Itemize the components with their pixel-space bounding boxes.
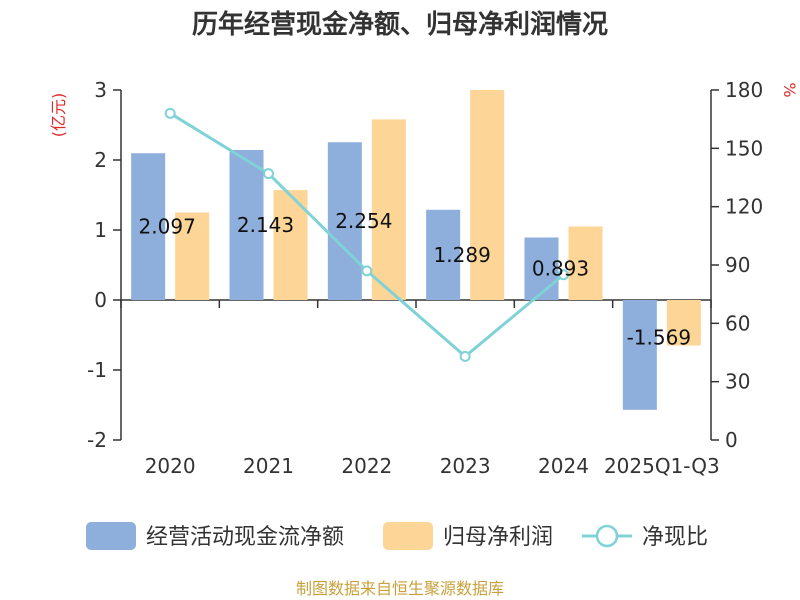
ratio-point — [558, 269, 569, 281]
ratio-point — [361, 265, 373, 277]
legend-label-net-profit: 归母净利润 — [443, 525, 553, 550]
data-labels: 2.097 2.143 2.254 1.289 0.893 -1.569 — [139, 209, 692, 349]
legend-label-ratio: 净现比 — [642, 525, 708, 550]
right-axis-tick-label: 0 — [725, 428, 738, 452]
x-axis-category-label: 2025Q1-Q3 — [604, 454, 720, 478]
cash-flow-bar — [229, 149, 264, 300]
ratio-point — [459, 350, 471, 362]
net-profit-bar — [371, 119, 406, 301]
cash-flow-data-label: 0.893 — [532, 257, 589, 281]
left-axis-tick-label: -2 — [87, 428, 107, 452]
cash-flow-bar — [426, 209, 461, 300]
right-axis-tick-label: 150 — [725, 136, 763, 160]
ratio-line — [169, 112, 565, 359]
right-axis-tick-label: 90 — [725, 253, 750, 277]
cash-flow-data-label: 2.254 — [335, 209, 392, 233]
left-axis-tick-label: 0 — [94, 288, 107, 312]
legend: 经营活动现金流净额 归母净利润 净现比 — [86, 522, 708, 550]
cash-flow-data-label: 2.143 — [237, 213, 294, 237]
cash-flow-bar — [131, 153, 166, 300]
legend-swatch-cash-flow — [86, 522, 136, 550]
left-axis-tick-label: 2 — [94, 148, 107, 172]
cash-flow-data-label: 1.289 — [434, 243, 491, 267]
x-axis-category-label: 2020 — [145, 454, 196, 478]
bars — [131, 90, 701, 410]
cash-flow-data-label: 2.097 — [139, 215, 196, 239]
net-profit-bar — [470, 90, 505, 300]
x-axis-category-label: 2021 — [243, 454, 294, 478]
left-axis-tick-label: -1 — [87, 358, 107, 382]
legend-swatch-net-profit — [383, 522, 433, 550]
right-axis-tick-label: 60 — [725, 311, 750, 335]
x-axis-category-label: 2022 — [341, 454, 392, 478]
ratio-point — [263, 168, 274, 180]
right-axis-unit: % — [780, 82, 799, 97]
left-axis-unit: (亿元) — [49, 93, 68, 138]
ratio-line-series — [164, 107, 569, 362]
ratio-point — [164, 107, 176, 119]
x-axis-category-label: 2024 — [538, 454, 589, 478]
cash-flow-data-label: -1.569 — [627, 325, 691, 349]
right-axis-tick-label: 120 — [725, 195, 763, 219]
net-profit-bar — [666, 300, 701, 346]
cash-flow-bar — [622, 300, 657, 410]
right-axis-tick-label: 180 — [725, 78, 763, 102]
legend-label-cash-flow: 经营活动现金流净额 — [146, 525, 344, 550]
axes: 3 2 1 0 -1 -2 180 150 120 90 60 30 0 2020 2021 2022 2023… — [87, 78, 763, 478]
data-source-note: 制图数据来自恒生聚源数据库 — [296, 579, 504, 598]
net-profit-bar — [568, 226, 603, 300]
cash-flow-bar — [524, 237, 559, 300]
x-axis-category-label: 2023 — [440, 454, 491, 478]
right-axis-tick-label: 30 — [725, 370, 750, 394]
left-axis-tick-label: 3 — [94, 78, 107, 102]
cash-flow-bar — [327, 142, 362, 300]
chart-title: 历年经营现金净额、归母净利润情况 — [192, 9, 608, 40]
left-axis-tick-label: 1 — [94, 218, 107, 242]
legend-swatch-ratio-marker — [595, 524, 619, 548]
net-profit-bar — [175, 212, 210, 300]
